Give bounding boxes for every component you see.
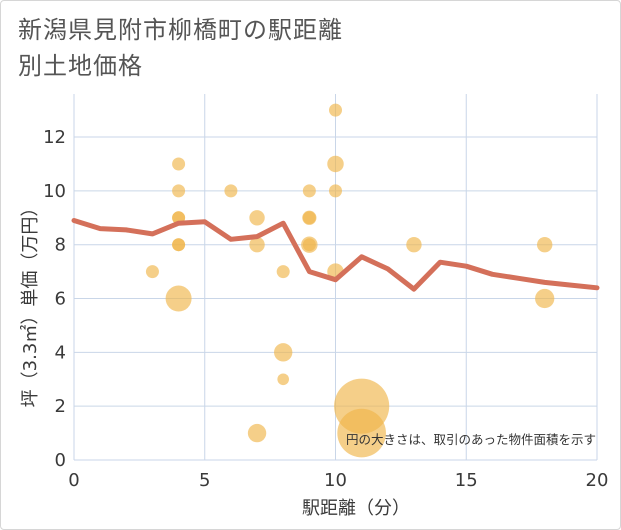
data-point-1 — [172, 157, 186, 171]
data-point-26 — [406, 237, 422, 253]
data-point-27 — [537, 237, 553, 253]
y-tick-10: 10 — [43, 181, 66, 202]
data-point-21 — [327, 155, 344, 173]
y-tick-12: 12 — [43, 127, 66, 148]
data-point-10 — [249, 237, 265, 253]
x-tick-20: 20 — [586, 470, 609, 491]
chart-title: 新潟県見附市柳橋町の駅距離別土地価格 — [18, 16, 343, 80]
x-tick-0: 0 — [68, 470, 79, 491]
data-point-25 — [337, 408, 386, 458]
data-point-9 — [249, 210, 265, 226]
data-point-11 — [247, 423, 267, 443]
data-point-22 — [329, 184, 342, 198]
data-point-6 — [172, 238, 186, 252]
data-point-7 — [165, 285, 192, 312]
x-tick-5: 5 — [199, 470, 210, 491]
size-legend-note: 円の大きさは、取引のあった物件面積を示す — [346, 432, 596, 447]
x-tick-15: 15 — [455, 470, 478, 491]
y-tick-labels: 0 2 4 6 8 10 12 — [43, 127, 66, 471]
data-point-15 — [302, 184, 316, 198]
data-point-0 — [145, 265, 159, 279]
y-tick-4: 4 — [55, 342, 66, 363]
data-point-2 — [172, 184, 186, 198]
x-tick-10: 10 — [324, 470, 347, 491]
x-tick-labels: 0 5 10 15 20 — [68, 470, 608, 491]
y-tick-0: 0 — [55, 450, 66, 471]
data-points — [145, 103, 555, 458]
data-point-20 — [329, 103, 342, 117]
y-tick-2: 2 — [55, 396, 66, 417]
x-axis-label: 駅距離（分） — [302, 498, 410, 519]
data-point-17 — [302, 211, 316, 225]
y-axis-label: 坪（3.3㎡）単価（万円） — [19, 199, 41, 408]
data-point-19 — [302, 238, 316, 252]
trend-line — [71, 218, 600, 292]
y-tick-6: 6 — [55, 289, 66, 310]
data-point-8 — [224, 184, 238, 198]
data-point-12 — [276, 265, 290, 279]
data-point-14 — [277, 373, 290, 386]
y-tick-8: 8 — [55, 235, 66, 256]
data-point-13 — [274, 343, 293, 362]
data-point-28 — [535, 288, 555, 309]
